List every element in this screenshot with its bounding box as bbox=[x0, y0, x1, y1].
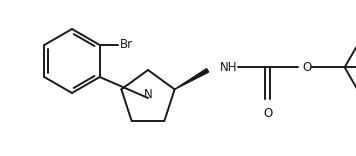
Text: O: O bbox=[263, 107, 272, 120]
Text: Br: Br bbox=[120, 39, 133, 51]
Text: NH: NH bbox=[220, 61, 237, 74]
Text: N: N bbox=[143, 88, 152, 100]
Polygon shape bbox=[175, 69, 209, 89]
Text: O: O bbox=[303, 61, 312, 74]
